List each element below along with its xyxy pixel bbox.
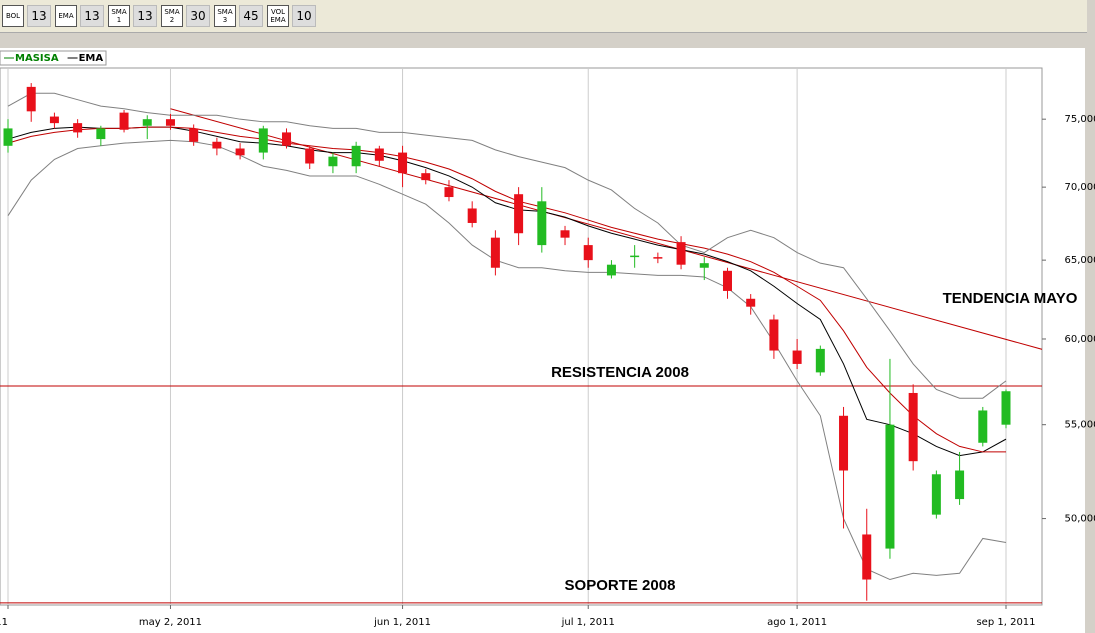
toolbar-button[interactable]: SMA 2 30 xyxy=(161,5,210,27)
button-value[interactable]: 45 xyxy=(239,5,263,27)
button-value[interactable]: 30 xyxy=(186,5,210,27)
candle-body xyxy=(328,156,338,167)
annotation: SOPORTE 2008 xyxy=(565,577,676,594)
candle-body xyxy=(978,410,988,443)
button-label: VOL EMA xyxy=(267,5,289,27)
candle-body xyxy=(282,132,292,146)
candle-body xyxy=(769,319,779,351)
candle-body xyxy=(653,257,663,259)
candle-body xyxy=(467,208,477,223)
indicator-line xyxy=(7,92,1007,399)
candle-body xyxy=(792,350,802,364)
candle-body xyxy=(26,86,36,112)
y-tick-label: 70,000 xyxy=(1065,182,1095,193)
candle-body xyxy=(73,123,83,133)
button-value[interactable]: 10 xyxy=(292,5,316,27)
button-label: BOL xyxy=(2,5,24,27)
toolbar-button[interactable]: EMA 13 xyxy=(55,5,104,27)
legend-label: EMA xyxy=(79,53,104,64)
candle-body xyxy=(862,534,872,580)
candle-body xyxy=(3,128,13,146)
candle-body xyxy=(514,194,524,234)
legend-label: MASISA xyxy=(15,53,59,64)
toolbar-button[interactable]: SMA 3 45 xyxy=(214,5,263,27)
candle-body xyxy=(142,119,152,126)
candle-body xyxy=(537,201,547,246)
candle-body xyxy=(931,474,941,515)
annotation: RESISTENCIA 2008 xyxy=(551,364,689,381)
scroll-strip xyxy=(1085,36,1095,633)
y-tick-label: 65,000 xyxy=(1065,255,1095,266)
x-tick-label: may 2, 2011 xyxy=(139,617,202,628)
x-tick-label: sep 1, 2011 xyxy=(976,617,1035,628)
button-label: EMA xyxy=(55,5,77,27)
candle-body xyxy=(560,230,570,238)
y-tick-label: 55,000 xyxy=(1065,420,1095,431)
candle-body xyxy=(908,392,918,462)
candle-body xyxy=(699,263,709,268)
candle-body xyxy=(165,119,175,126)
candle-body xyxy=(676,242,686,265)
candle-body xyxy=(119,112,129,130)
candle-body xyxy=(839,415,849,471)
button-label: SMA 2 xyxy=(161,5,183,27)
candle-body xyxy=(374,148,384,161)
legend xyxy=(0,50,107,66)
button-value[interactable]: 13 xyxy=(80,5,104,27)
candle-body xyxy=(444,187,454,198)
x-tick-label: jul 1, 2011 xyxy=(561,617,615,628)
x-tick-label: 2011 xyxy=(0,617,8,628)
candle-body xyxy=(398,152,408,174)
button-value[interactable]: 13 xyxy=(133,5,157,27)
toolbar: BOL 13 EMA 13 SMA 1 13 SMA 2 30 SMA 3 45 VOL EMA 10 xyxy=(0,0,1087,33)
candle-body xyxy=(351,145,361,167)
candle-body xyxy=(746,298,756,307)
annotation: TENDENCIA MAYO xyxy=(943,290,1078,307)
candle-body xyxy=(885,424,895,549)
chart: 50,000 55,000 60,000 65,000 70,000 75,000 2011… xyxy=(0,36,1095,633)
candle-body xyxy=(722,270,732,291)
candle-body xyxy=(235,148,245,156)
toolbar-button[interactable]: SMA 1 13 xyxy=(108,5,157,27)
y-tick-label: 75,000 xyxy=(1065,114,1095,125)
button-value[interactable]: 13 xyxy=(27,5,51,27)
candle-body xyxy=(630,255,640,258)
candle-body xyxy=(583,245,593,261)
y-tick-label: 60,000 xyxy=(1065,334,1095,345)
candle-body xyxy=(955,470,965,500)
candle-body xyxy=(305,148,315,164)
toolbar-button[interactable]: VOL EMA 10 xyxy=(267,5,316,27)
candle-body xyxy=(1001,391,1011,425)
candle-body xyxy=(421,173,431,181)
candle-body xyxy=(96,128,106,140)
x-tick-label: jun 1, 2011 xyxy=(373,617,431,628)
indicator-line xyxy=(7,126,1006,453)
candle-body xyxy=(815,348,825,373)
button-label: SMA 3 xyxy=(214,5,236,27)
candle-body xyxy=(212,141,222,149)
candle-body xyxy=(258,128,268,153)
plot xyxy=(0,68,1042,605)
candle-body xyxy=(606,264,616,276)
button-label: SMA 1 xyxy=(108,5,130,27)
x-tick-label: ago 1, 2011 xyxy=(767,617,827,628)
candle-body xyxy=(189,128,199,142)
toolbar-button[interactable]: BOL 13 xyxy=(2,5,51,27)
candle-body xyxy=(490,237,500,268)
candle-body xyxy=(49,116,59,124)
indicator-line xyxy=(7,139,1007,581)
y-tick-label: 50,000 xyxy=(1065,514,1095,525)
trend-line xyxy=(170,108,1042,350)
